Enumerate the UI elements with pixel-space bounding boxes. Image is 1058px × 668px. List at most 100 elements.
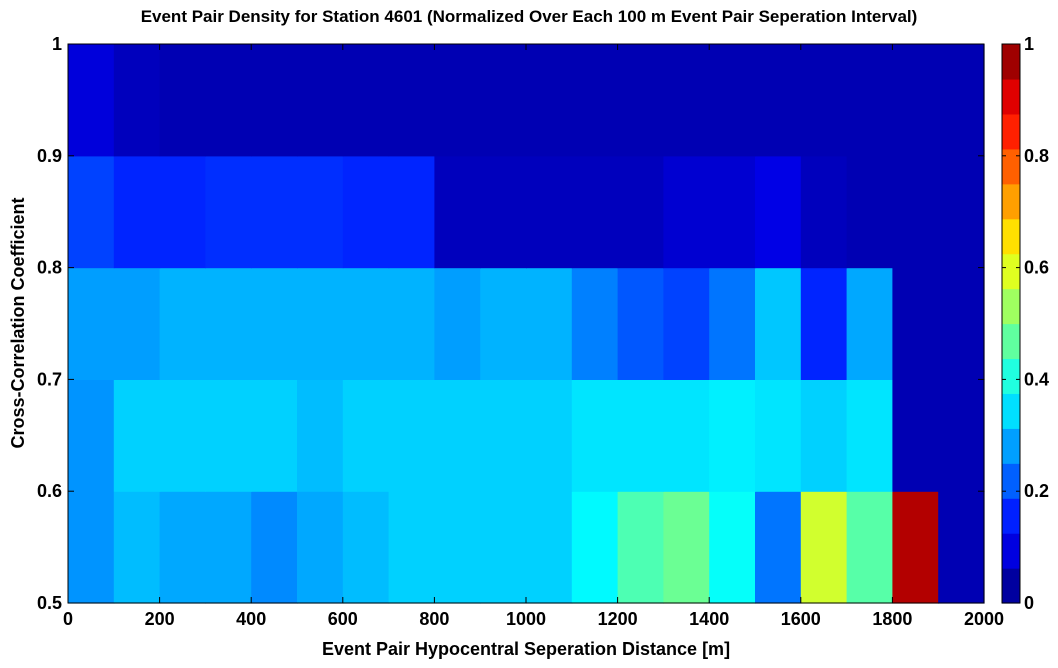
heatmap-cell	[846, 155, 893, 269]
heatmap-cell	[755, 379, 802, 492]
colorbar-segment	[1002, 428, 1020, 464]
heatmap-cell	[113, 379, 161, 492]
heatmap-cell	[68, 267, 115, 380]
heatmap-cell	[297, 267, 344, 380]
colorbar-tick-label: 0.4	[1024, 369, 1049, 389]
heatmap-cell	[68, 379, 115, 492]
colorbar-segment	[1002, 358, 1020, 394]
heatmap-cell	[892, 491, 939, 604]
heatmap-cell	[480, 379, 527, 492]
colorbar-tick-label: 0.8	[1024, 146, 1049, 166]
heatmap-cell	[159, 379, 206, 492]
colorbar-segment	[1002, 218, 1020, 255]
heatmap-cell	[617, 267, 664, 380]
heatmap-cell	[159, 491, 206, 604]
heatmap-cell	[297, 44, 344, 157]
colorbar-segment	[1002, 393, 1020, 429]
heatmap-cell	[342, 155, 390, 269]
colorbar-segment	[1002, 113, 1020, 150]
heatmap-cell	[388, 44, 435, 157]
heatmap-cell	[159, 155, 206, 269]
heatmap-cell	[526, 267, 573, 380]
heatmap-cell	[571, 44, 619, 157]
colorbar-segment	[1002, 463, 1020, 499]
heatmap-cell	[159, 267, 206, 380]
heatmap-cell	[480, 267, 527, 380]
y-tick-label: 0.8	[37, 258, 62, 278]
heatmap-cell	[800, 155, 848, 269]
x-tick-label: 2000	[964, 609, 1004, 629]
heatmap-cell	[388, 155, 435, 269]
heatmap-cell	[159, 44, 206, 157]
heatmap-cell	[755, 44, 802, 157]
heatmap-cell	[68, 155, 115, 269]
heatmap-cell	[251, 155, 298, 269]
heatmap-cell	[113, 267, 161, 380]
heatmap-cells	[68, 44, 985, 604]
heatmap-cell	[68, 44, 115, 157]
colorbar-segment	[1002, 533, 1020, 569]
heatmap-cell	[480, 155, 527, 269]
heatmap-cell	[571, 155, 619, 269]
x-axis-label: Event Pair Hypocentral Seperation Distan…	[322, 639, 730, 659]
y-axis-label: Cross-Correlation Coefficient	[8, 197, 28, 448]
colorbar-segment	[1002, 148, 1020, 185]
heatmap-cell	[663, 491, 710, 604]
x-tick-label: 1000	[506, 609, 546, 629]
heatmap-cell	[388, 379, 435, 492]
colorbar-tick-label: 0.6	[1024, 258, 1049, 278]
x-tick-label: 1800	[872, 609, 912, 629]
colorbar	[1002, 44, 1020, 604]
heatmap-cell	[617, 155, 664, 269]
heatmap-cell	[663, 379, 710, 492]
colorbar-tick-label: 0	[1024, 593, 1034, 613]
heatmap-cell	[846, 491, 893, 604]
heatmap-cell	[434, 491, 481, 604]
heatmap-cell	[709, 155, 756, 269]
colorbar-segment	[1002, 78, 1020, 115]
heatmap-cell	[800, 491, 848, 604]
y-axis-ticks: 0.5 0.6 0.7 0.8 0.9 1	[37, 34, 984, 613]
heatmap-cell	[755, 267, 802, 380]
heatmap-cell	[526, 44, 573, 157]
heatmap-cell	[434, 379, 481, 492]
colorbar-ticks: 0 0.2 0.4 0.6 0.8 1	[1002, 34, 1049, 613]
heatmap-cell	[846, 379, 893, 492]
heatmap-cell	[617, 491, 664, 604]
heatmap-cell	[251, 267, 298, 380]
heatmap-cell	[205, 267, 252, 380]
heatmap-cell	[113, 491, 161, 604]
heatmap-cell	[251, 491, 298, 604]
heatmap-cell	[251, 379, 298, 492]
heatmap-cell	[205, 491, 252, 604]
heatmap-cell	[342, 379, 390, 492]
heatmap-cell	[846, 267, 893, 380]
colorbar-tick-label: 1	[1024, 34, 1034, 54]
heatmap-cell	[388, 267, 435, 380]
colorbar-segment	[1002, 183, 1020, 220]
x-tick-label: 400	[236, 609, 266, 629]
heatmap-cell	[709, 44, 756, 157]
heatmap-cell	[205, 379, 252, 492]
heatmap-cell	[892, 44, 939, 157]
heatmap-cell	[297, 491, 344, 604]
colorbar-segment	[1002, 323, 1020, 360]
heatmap-cell	[113, 44, 161, 157]
heatmap-cell	[846, 44, 893, 157]
heatmap-cell	[480, 491, 527, 604]
heatmap-cell	[892, 155, 939, 269]
heatmap-cell	[434, 267, 481, 380]
heatmap-cell	[709, 491, 756, 604]
x-tick-label: 1400	[689, 609, 729, 629]
heatmap-cell	[297, 155, 344, 269]
heatmap-cell	[800, 44, 848, 157]
heatmap-cell	[571, 491, 619, 604]
x-tick-label: 0	[63, 609, 73, 629]
heatmap-cell	[892, 267, 939, 380]
heatmap-cell	[342, 491, 390, 604]
heatmap-cell	[663, 155, 710, 269]
heatmap-cell	[68, 491, 115, 604]
x-tick-label: 1200	[598, 609, 638, 629]
heatmap-cell	[205, 44, 252, 157]
